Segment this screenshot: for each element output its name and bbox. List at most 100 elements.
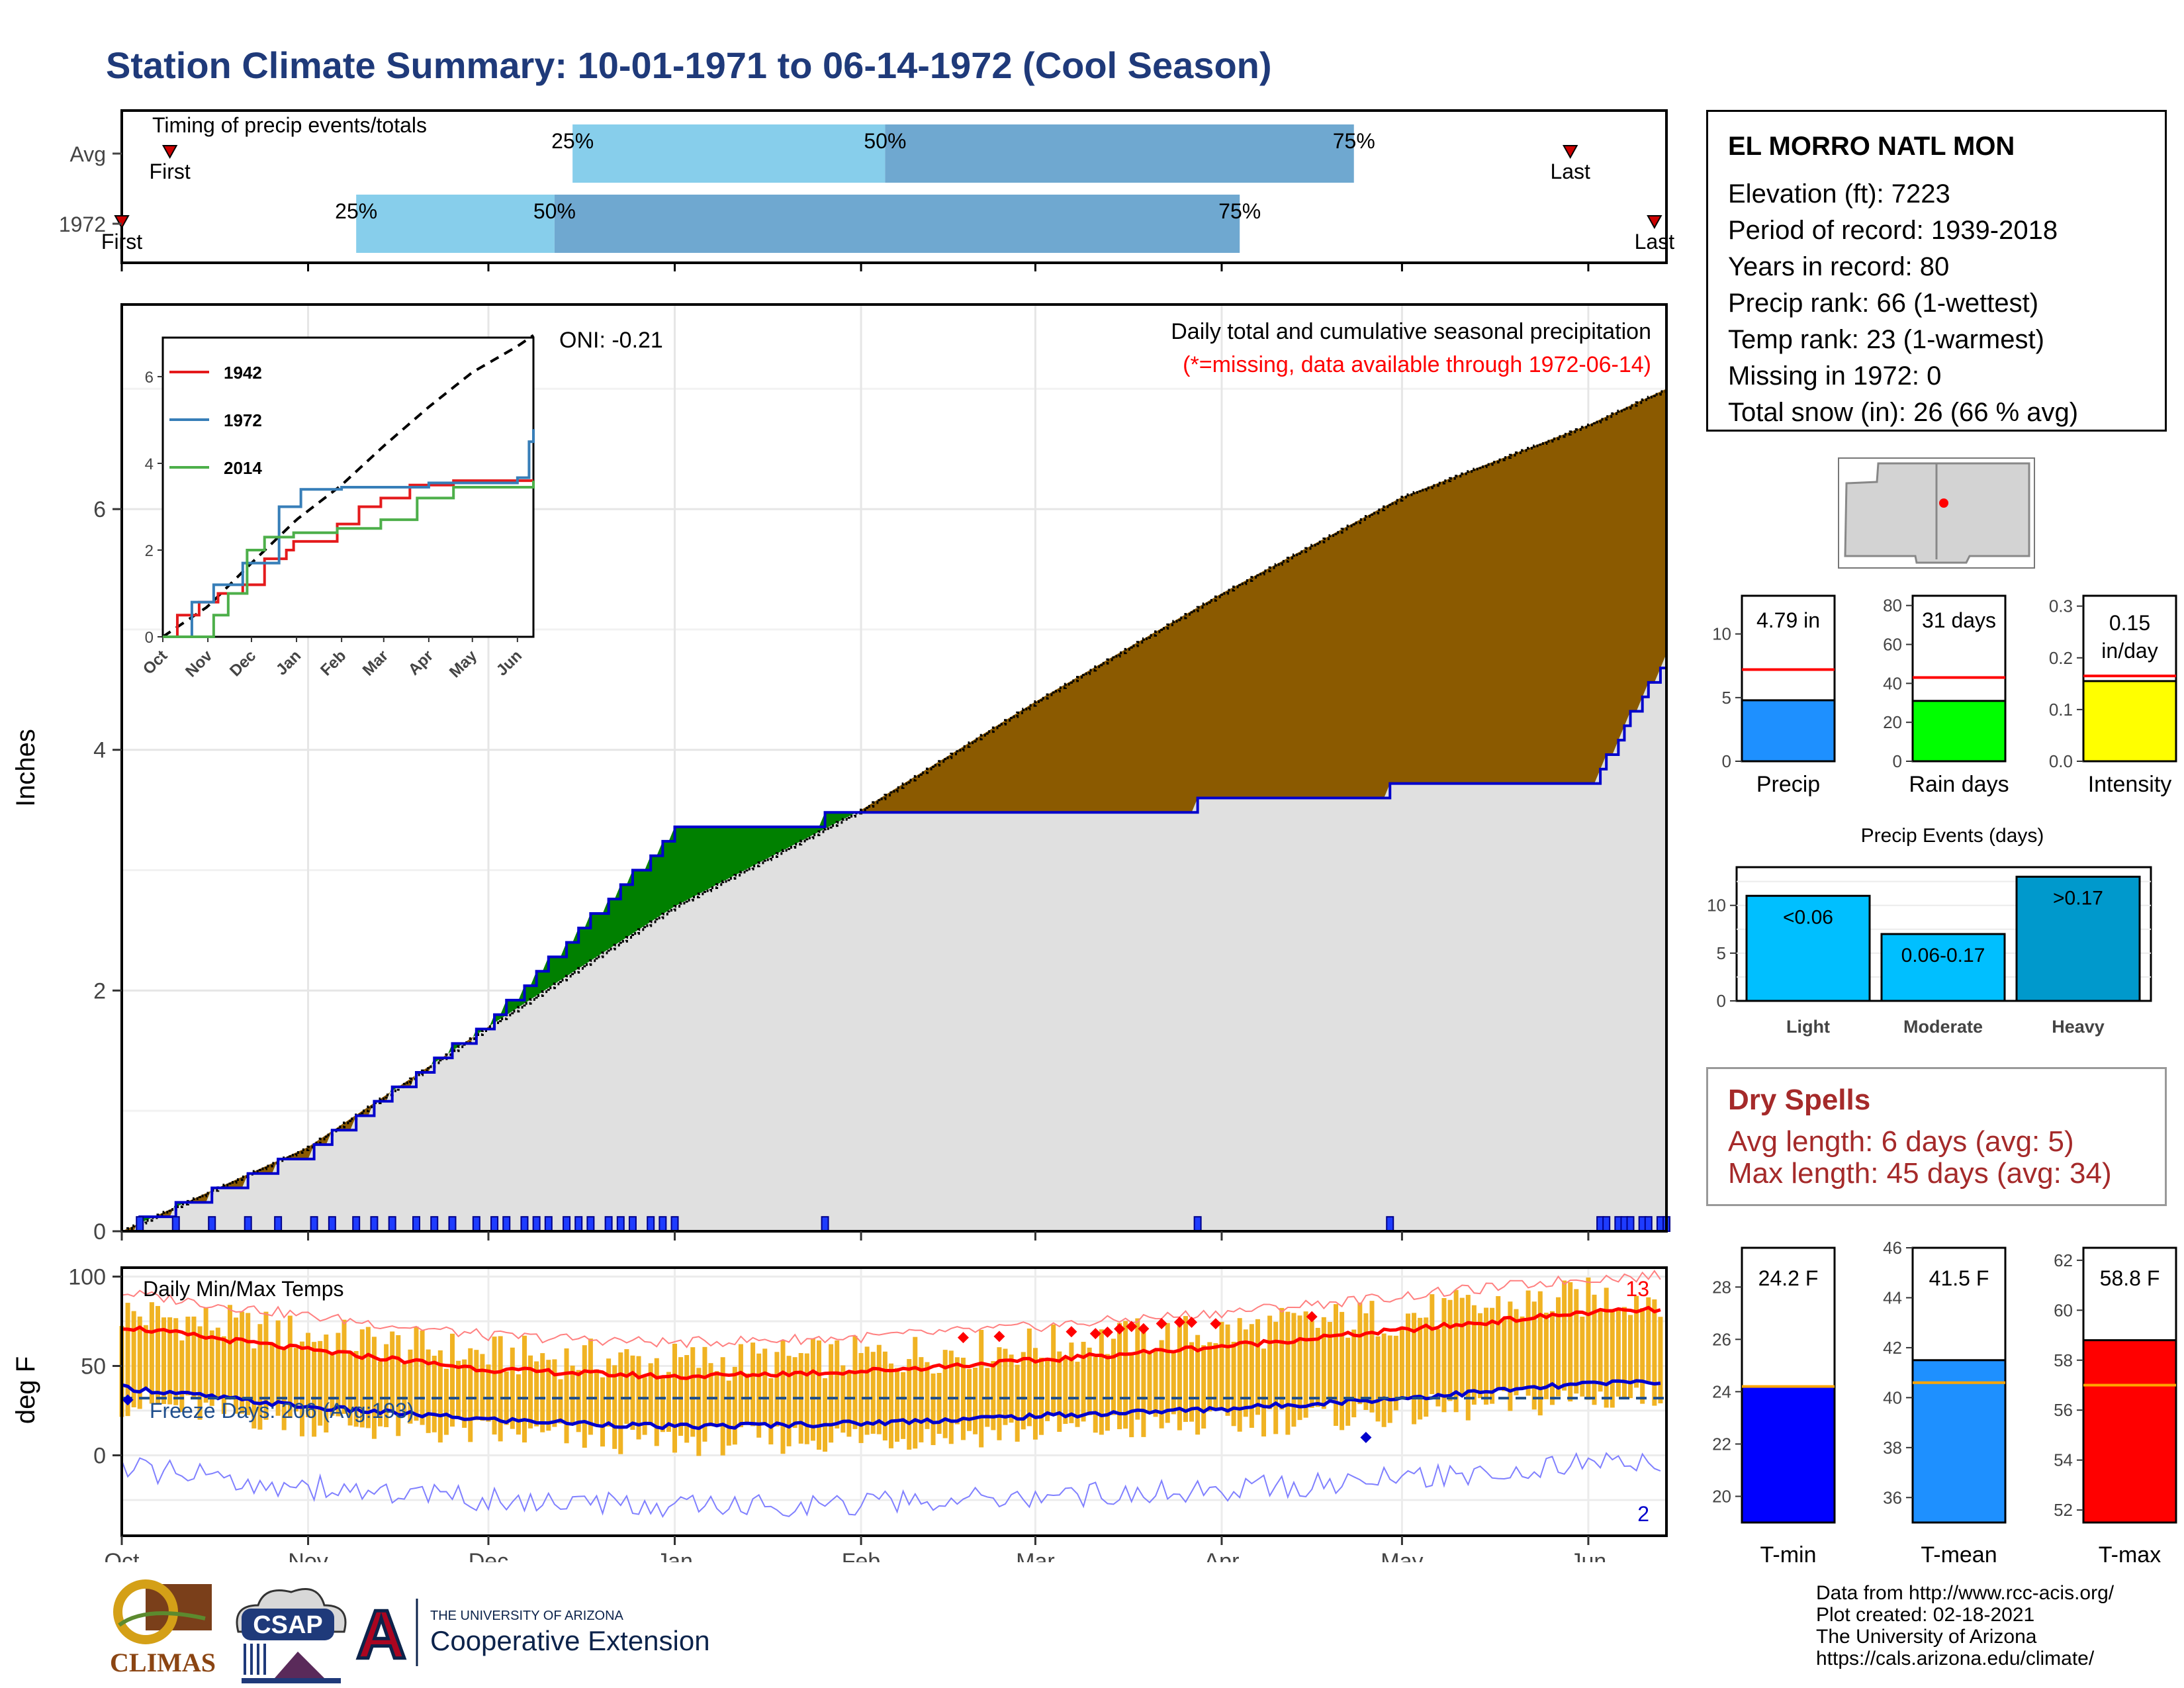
record-low-line	[121, 1452, 1661, 1519]
tbar-ytick-label: 20	[1712, 1486, 1731, 1506]
daily-temp-bar	[1465, 1295, 1471, 1421]
oni-label: ONI: -0.21	[559, 328, 663, 353]
daily-temp-bar	[1502, 1317, 1507, 1391]
ytick-label: 2	[93, 978, 106, 1004]
daily-temp-bar	[751, 1342, 756, 1427]
events-panel: Precip Events (days) <0.06 Light 0.06-0.17…	[1707, 825, 2152, 1037]
daily-precip-bar	[574, 1216, 583, 1232]
timing-last-marker	[1562, 145, 1578, 160]
daily-precip-bar	[171, 1216, 180, 1232]
tbar-ytick-label: 62	[2054, 1250, 2073, 1270]
daily-temp-bar	[1412, 1313, 1417, 1425]
mini-value-unit: in/day	[2101, 639, 2158, 663]
daily-temp-bar	[1219, 1321, 1224, 1410]
events-bar-heavy	[2015, 875, 2141, 1002]
daily-temp-bar	[347, 1350, 353, 1426]
ua-big-text: Cooperative Extension	[430, 1625, 710, 1656]
daily-temp-bar	[1321, 1317, 1326, 1409]
timing-pct-label: 50%	[864, 129, 906, 153]
inset-avg-line	[161, 334, 535, 638]
daily-temp-bar	[1562, 1280, 1567, 1391]
tbar-ytick-label: 60	[2054, 1300, 2073, 1320]
daily-temp-bar	[456, 1360, 461, 1419]
daily-precip-bar	[616, 1216, 625, 1232]
daily-temp-bar	[588, 1338, 593, 1435]
tbar-ytick-label: 28	[1712, 1277, 1731, 1297]
daily-temp-bar	[408, 1349, 413, 1424]
daily-temp-bar	[1615, 1310, 1621, 1397]
daily-temp-bar	[1009, 1354, 1014, 1423]
daily-temp-bar	[396, 1335, 401, 1436]
events-category-label: Heavy	[2052, 1017, 2105, 1037]
daily-temp-bar	[1261, 1348, 1267, 1437]
daily-temp-bar	[960, 1358, 966, 1440]
daily-temp-bar	[1291, 1313, 1297, 1427]
inset-legend-label: 2014	[224, 458, 262, 478]
inset-series-1972	[163, 429, 535, 638]
daily-temp-bar	[1177, 1320, 1182, 1430]
tbar-category-label: T-max	[2099, 1542, 2161, 1568]
daily-temp-bar	[1201, 1345, 1206, 1429]
daily-temp-bar	[768, 1378, 774, 1445]
tbar-ytick-label: 38	[1883, 1438, 1902, 1458]
daily-temp-bar	[437, 1350, 443, 1443]
daily-temp-bar	[1141, 1328, 1146, 1437]
daily-temp-bar	[1207, 1342, 1212, 1412]
daily-precip-bar	[244, 1216, 252, 1232]
daily-temp-bar	[1075, 1362, 1080, 1427]
daily-temp-bar	[1424, 1317, 1429, 1417]
daily-temp-bar	[287, 1315, 293, 1419]
dry-spells-title: Dry Spells	[1728, 1084, 1871, 1116]
daily-temp-bar	[973, 1368, 978, 1434]
inset-legend-label: 1942	[224, 363, 262, 383]
daily-temp-bar	[1351, 1329, 1357, 1418]
plot-frame	[120, 303, 1668, 1233]
daily-precip-bar	[821, 1216, 829, 1232]
daily-temp-bar	[1051, 1324, 1056, 1416]
daily-temp-bar	[462, 1359, 467, 1428]
mini-ytick-label: 80	[1883, 596, 1902, 616]
mini-value-label: 31 days	[1922, 608, 1996, 632]
daily-precip-bar	[532, 1216, 541, 1232]
station-temp-rank: Temp rank: 23 (1-warmest)	[1728, 325, 2044, 354]
daily-precip-bar	[448, 1216, 457, 1232]
daily-temp-bar	[1039, 1357, 1044, 1435]
timing-last-label: Last	[1550, 160, 1590, 183]
daily-precip-bar	[544, 1216, 553, 1232]
daily-precip-bar	[208, 1216, 216, 1232]
daily-temp-bar	[390, 1331, 395, 1413]
daily-temp-bar	[1556, 1297, 1561, 1397]
daily-temp-bar	[155, 1305, 160, 1403]
daily-temp-bar	[167, 1317, 173, 1405]
climas-text: CLIMAS	[110, 1648, 216, 1677]
daily-temp-bar	[690, 1347, 696, 1437]
tbar-ytick-label: 52	[2054, 1500, 2073, 1520]
daily-temp-bar	[1087, 1347, 1092, 1416]
tbar-ytick-label: 58	[2054, 1350, 2073, 1370]
daily-temp-bar	[1213, 1343, 1218, 1408]
daily-temp-bar	[227, 1305, 232, 1400]
daily-temp-bar	[630, 1355, 635, 1430]
daily-temp-bar	[907, 1359, 912, 1450]
daily-precip-bar	[310, 1216, 318, 1232]
daily-temp-bar	[1387, 1335, 1392, 1423]
station-elevation: Elevation (ft): 7223	[1728, 179, 1950, 209]
daily-temp-bar	[468, 1348, 473, 1442]
tbar-ytick-label: 46	[1883, 1238, 1902, 1258]
daily-temp-bar	[901, 1372, 906, 1439]
daily-temp-bar	[774, 1352, 780, 1427]
events-range-label: <0.06	[1783, 906, 1833, 928]
daily-temp-bar	[1279, 1307, 1285, 1410]
daily-temp-bar	[480, 1354, 485, 1421]
daily-temp-bar	[185, 1316, 191, 1395]
daily-precip-bar	[352, 1216, 361, 1232]
daily-temp-bar	[1153, 1350, 1158, 1417]
daily-temp-bar	[1405, 1313, 1410, 1397]
timing-bar-50-75	[885, 124, 1354, 183]
daily-temp-bar	[143, 1325, 148, 1390]
daily-temp-bar	[1231, 1341, 1236, 1427]
daily-precip-bar	[490, 1216, 499, 1232]
daily-precip-bar	[1386, 1216, 1394, 1232]
daily-temp-bar	[1574, 1289, 1579, 1394]
tbar-t-min	[1741, 1385, 1836, 1524]
